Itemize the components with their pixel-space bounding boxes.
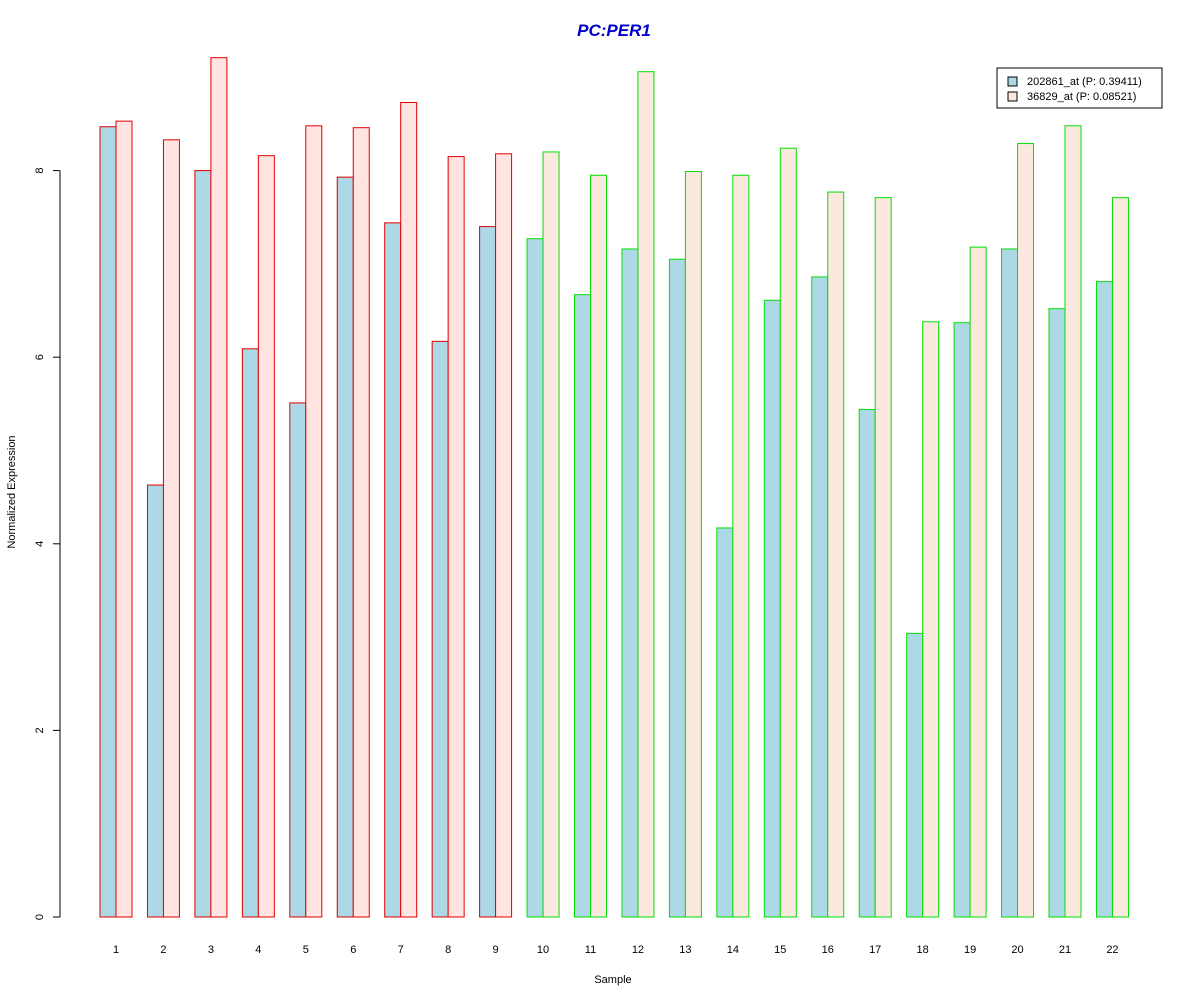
x-tick-label: 11 [585,944,596,956]
x-tick-label: 2 [160,944,166,956]
legend-swatch-36829 [1007,91,1018,102]
bar-36829-sample-4 [257,155,275,918]
bar-36829-sample-15 [779,147,797,918]
y-tick-label: 2 [34,727,46,733]
bar-36829-sample-13 [684,171,702,918]
bar-202861-sample-18 [906,632,924,918]
x-axis-label: Sample [594,974,631,986]
bar-36829-sample-8 [447,156,465,918]
bar-202861-sample-12 [621,248,639,918]
x-tick-label: 7 [398,944,404,956]
x-tick-label: 22 [1106,944,1118,956]
x-tick-label: 5 [303,944,309,956]
bar-202861-sample-6 [336,176,354,918]
bar-202861-sample-8 [431,340,449,918]
x-tick-label: 18 [917,944,929,956]
x-tick-label: 6 [350,944,356,956]
bar-36829-sample-3 [210,57,228,918]
bar-202861-sample-9 [479,226,497,918]
bar-202861-sample-21 [1048,308,1066,918]
y-axis: 0 2 4 6 8 [34,168,61,920]
x-tick-label: 15 [774,944,786,956]
bar-36829-sample-1 [115,120,133,918]
legend-label-36829: 36829_at (P: 0.08521) [1027,91,1136,103]
x-tick-label: 12 [632,944,644,956]
y-tick-label: 0 [34,914,46,920]
x-tick-label: 4 [255,944,261,956]
bar-36829-sample-22 [1111,197,1129,918]
chart-title: PC:PER1 [577,21,651,40]
x-tick-label: 9 [493,944,499,956]
bar-36829-sample-7 [400,101,418,918]
bar-202861-sample-16 [811,276,829,918]
bar-202861-sample-14 [716,527,734,918]
y-tick-label: 4 [34,541,46,547]
bar-36829-sample-17 [874,197,892,918]
bar-36829-sample-2 [162,139,180,918]
bar-36829-sample-21 [1064,125,1082,918]
x-tick-label: 17 [869,944,881,956]
bar-36829-sample-19 [969,246,987,918]
x-tick-label: 21 [1059,944,1071,956]
legend-box [996,67,1163,109]
bar-36829-sample-5 [305,125,323,918]
bar-202861-sample-15 [763,299,781,918]
x-tick-label: 3 [208,944,214,956]
bar-202861-sample-20 [1001,248,1019,918]
bar-202861-sample-11 [574,294,591,918]
bar-202861-sample-10 [526,238,544,918]
legend: 202861_at (P: 0.39411) 36829_at (P: 0.08… [996,67,1163,109]
bar-202861-sample-4 [241,348,259,918]
bar-36829-sample-18 [922,321,940,918]
bar-36829-sample-16 [827,191,845,918]
x-tick-label: 1 [113,944,119,956]
bar-202861-sample-1 [99,126,117,918]
bar-202861-sample-2 [146,484,164,918]
legend-label-202861: 202861_at (P: 0.39411) [1027,76,1142,88]
bars [99,57,1129,918]
bar-202861-sample-13 [668,258,686,918]
bar-36829-sample-6 [352,127,370,918]
bar-36829-sample-9 [495,153,513,918]
x-tick-label: 8 [445,944,451,956]
legend-swatch-202861 [1007,76,1018,87]
bar-202861-sample-3 [194,170,212,918]
x-tick-label: 14 [727,944,739,956]
bar-36829-sample-11 [590,174,607,918]
bar-36829-sample-12 [637,71,655,918]
x-tick-label: 19 [964,944,976,956]
bar-202861-sample-22 [1095,281,1113,918]
x-tick-labels: 1 2 3 4 5 6 7 8 9 10 11 12 13 14 15 16 17 18 19 20 21 22 [113,944,1119,956]
x-tick-label: 16 [822,944,834,956]
bar-36829-sample-14 [732,174,750,918]
x-tick-label: 20 [1011,944,1023,956]
y-axis-label: Normalized Expression [6,435,18,548]
bar-202861-sample-17 [858,408,876,918]
y-tick-label: 6 [34,354,46,360]
bar-202861-sample-5 [289,402,307,918]
bar-36829-sample-20 [1017,143,1035,918]
x-tick-label: 10 [537,944,549,956]
x-tick-label: 13 [679,944,691,956]
bar-36829-sample-10 [542,151,560,918]
bar-202861-sample-7 [384,222,402,918]
y-tick-label: 8 [34,168,46,174]
bar-202861-sample-19 [953,322,971,918]
